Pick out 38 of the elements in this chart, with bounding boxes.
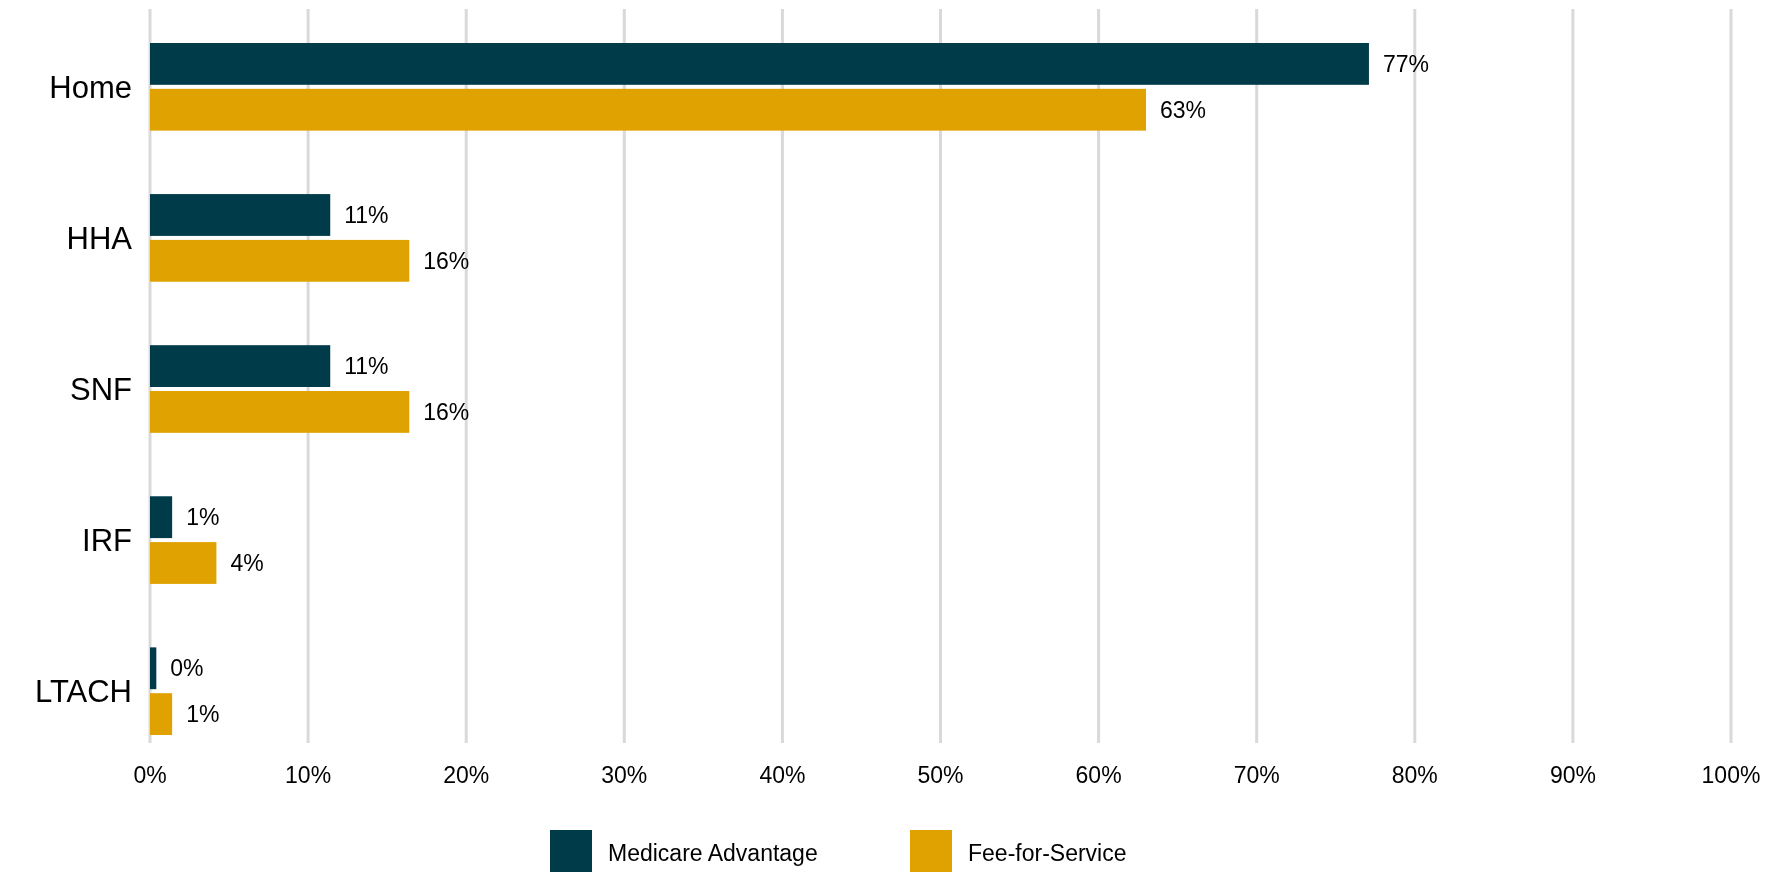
data-label: 11%: [344, 202, 389, 229]
y-tick-label: HHA: [66, 220, 133, 256]
bar: [150, 496, 173, 539]
y-tick-label: SNF: [70, 371, 132, 407]
bar: [150, 542, 217, 584]
x-tick-label: 20%: [443, 762, 490, 788]
data-label: 1%: [186, 701, 220, 728]
data-label: 1%: [186, 504, 220, 531]
x-tick-label: 30%: [601, 762, 648, 788]
data-label: 77%: [1382, 50, 1429, 77]
bar: [150, 647, 157, 690]
x-tick-label: 60%: [1075, 762, 1122, 788]
legend-label: Fee-for-Service: [968, 840, 1127, 867]
x-tick-label: 50%: [917, 762, 964, 788]
data-label: 11%: [344, 353, 389, 380]
y-tick-label: LTACH: [34, 674, 132, 710]
bar: [150, 239, 410, 282]
data-label: 4%: [230, 550, 264, 577]
data-label: 16%: [423, 247, 470, 274]
x-tick-label: 80%: [1391, 762, 1438, 788]
bar: [150, 391, 410, 433]
bar: [150, 345, 331, 387]
bar: [150, 88, 1147, 131]
x-tick-label: 40%: [759, 762, 806, 788]
y-tick-label: IRF: [82, 522, 132, 558]
data-label: 0%: [170, 655, 204, 682]
data-label: 63%: [1160, 96, 1207, 123]
legend-label: Medicare Advantage: [608, 840, 818, 867]
bar: [150, 43, 1369, 85]
x-tick-label: 0%: [133, 762, 167, 788]
bar: [150, 194, 331, 236]
x-tick-label: 70%: [1233, 762, 1280, 788]
x-tick-label: 10%: [285, 762, 332, 788]
x-tick-label: 100%: [1701, 762, 1761, 788]
data-label: 16%: [423, 398, 470, 425]
x-tick-label: 90%: [1549, 762, 1596, 788]
y-tick-label: Home: [49, 69, 132, 105]
bar: [150, 693, 173, 735]
